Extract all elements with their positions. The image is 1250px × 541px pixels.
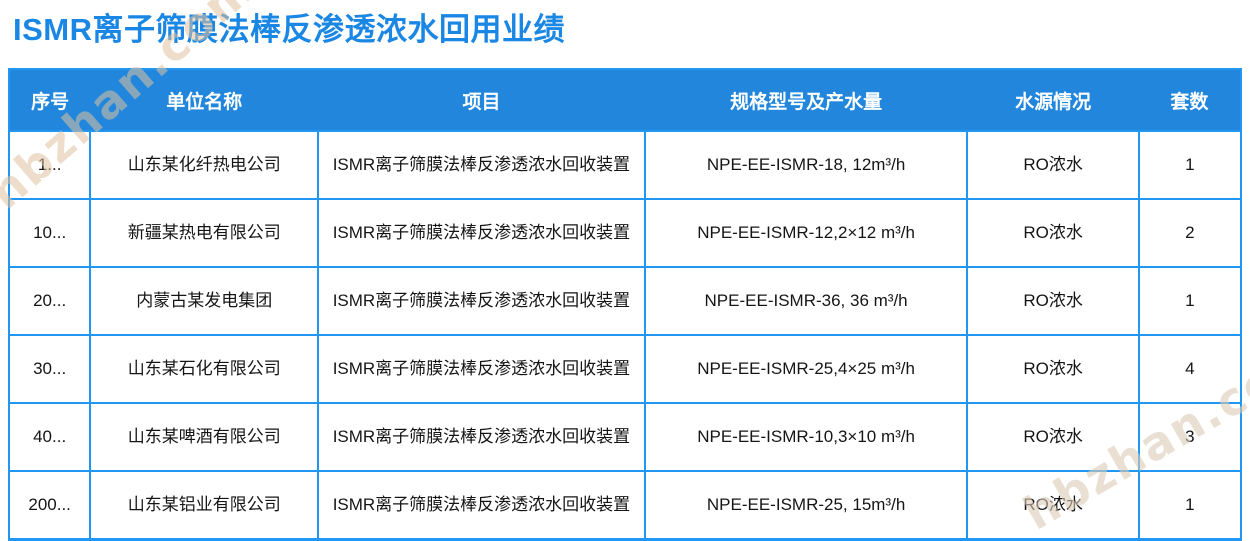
cell-serial: 10...: [9, 199, 90, 267]
cell-water-source: RO浓水: [967, 403, 1138, 471]
cell-serial: 200...: [9, 471, 90, 540]
cell-company: 内蒙古某发电集团: [90, 267, 318, 335]
performance-table: 序号 单位名称 项目 规格型号及产水量 水源情况 套数 1... 山东某化纤热电…: [8, 68, 1242, 541]
cell-company: 山东某石化有限公司: [90, 335, 318, 403]
table-row: 1... 山东某化纤热电公司 ISMR离子筛膜法棒反渗透浓水回收装置 NPE-E…: [9, 131, 1241, 199]
column-header-water-source: 水源情况: [967, 69, 1138, 131]
column-header-serial: 序号: [9, 69, 90, 131]
cell-project: ISMR离子筛膜法棒反渗透浓水回收装置: [318, 199, 644, 267]
table-row: 40... 山东某啤酒有限公司 ISMR离子筛膜法棒反渗透浓水回收装置 NPE-…: [9, 403, 1241, 471]
column-header-spec: 规格型号及产水量: [645, 69, 968, 131]
column-header-sets: 套数: [1139, 69, 1241, 131]
table-row: 10... 新疆某热电有限公司 ISMR离子筛膜法棒反渗透浓水回收装置 NPE-…: [9, 199, 1241, 267]
column-header-project: 项目: [318, 69, 644, 131]
cell-spec: NPE-EE-ISMR-18, 12m³/h: [645, 131, 968, 199]
column-header-company: 单位名称: [90, 69, 318, 131]
cell-serial: 30...: [9, 335, 90, 403]
table-row: 200... 山东某铝业有限公司 ISMR离子筛膜法棒反渗透浓水回收装置 NPE…: [9, 471, 1241, 540]
cell-water-source: RO浓水: [967, 267, 1138, 335]
cell-sets: 1: [1139, 267, 1241, 335]
cell-spec: NPE-EE-ISMR-25,4×25 m³/h: [645, 335, 968, 403]
cell-spec: NPE-EE-ISMR-12,2×12 m³/h: [645, 199, 968, 267]
cell-sets: 3: [1139, 403, 1241, 471]
cell-serial: 20...: [9, 267, 90, 335]
cell-sets: 4: [1139, 335, 1241, 403]
cell-water-source: RO浓水: [967, 199, 1138, 267]
cell-spec: NPE-EE-ISMR-10,3×10 m³/h: [645, 403, 968, 471]
cell-serial: 1...: [9, 131, 90, 199]
cell-project: ISMR离子筛膜法棒反渗透浓水回收装置: [318, 267, 644, 335]
cell-company: 山东某啤酒有限公司: [90, 403, 318, 471]
cell-project: ISMR离子筛膜法棒反渗透浓水回收装置: [318, 471, 644, 540]
cell-company: 山东某化纤热电公司: [90, 131, 318, 199]
cell-sets: 1: [1139, 471, 1241, 540]
cell-project: ISMR离子筛膜法棒反渗透浓水回收装置: [318, 335, 644, 403]
cell-company: 新疆某热电有限公司: [90, 199, 318, 267]
cell-water-source: RO浓水: [967, 335, 1138, 403]
cell-water-source: RO浓水: [967, 471, 1138, 540]
page-title: ISMR离子筛膜法棒反渗透浓水回用业绩: [13, 4, 565, 49]
table-header-row: 序号 单位名称 项目 规格型号及产水量 水源情况 套数: [9, 69, 1241, 131]
cell-spec: NPE-EE-ISMR-25, 15m³/h: [645, 471, 968, 540]
cell-water-source: RO浓水: [967, 131, 1138, 199]
cell-project: ISMR离子筛膜法棒反渗透浓水回收装置: [318, 131, 644, 199]
cell-serial: 40...: [9, 403, 90, 471]
cell-project: ISMR离子筛膜法棒反渗透浓水回收装置: [318, 403, 644, 471]
cell-sets: 2: [1139, 199, 1241, 267]
table-row: 20... 内蒙古某发电集团 ISMR离子筛膜法棒反渗透浓水回收装置 NPE-E…: [9, 267, 1241, 335]
cell-sets: 1: [1139, 131, 1241, 199]
cell-company: 山东某铝业有限公司: [90, 471, 318, 540]
table-row: 30... 山东某石化有限公司 ISMR离子筛膜法棒反渗透浓水回收装置 NPE-…: [9, 335, 1241, 403]
cell-spec: NPE-EE-ISMR-36, 36 m³/h: [645, 267, 968, 335]
